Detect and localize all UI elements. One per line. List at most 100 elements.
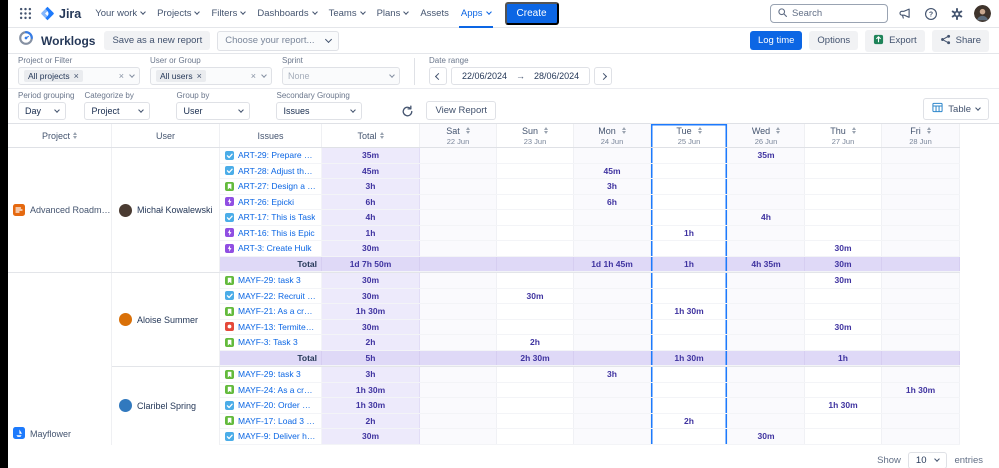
worklog-cell[interactable]: 30m [805, 273, 882, 288]
nav-item-your-work[interactable]: Your work [89, 0, 151, 28]
worklog-cell[interactable] [420, 148, 497, 163]
issue-link[interactable]: MAYF-21: As a crew me... [238, 306, 317, 316]
worklog-cell[interactable] [497, 367, 574, 382]
worklog-cell[interactable] [882, 210, 960, 225]
report-select[interactable]: Choose your report... [217, 31, 339, 51]
user-filter-select[interactable]: All users× × [150, 67, 272, 85]
nav-item-filters[interactable]: Filters [205, 0, 251, 28]
worklog-cell[interactable] [651, 179, 728, 194]
column-header-total[interactable]: Total [322, 124, 420, 147]
issue-link[interactable]: ART-17: This is Task [238, 212, 315, 222]
worklog-cell[interactable]: 1h [651, 257, 728, 272]
sort-icon[interactable] [544, 127, 548, 134]
export-button[interactable]: Export [865, 30, 924, 52]
worklog-cell[interactable] [497, 257, 574, 272]
project-cell[interactable]: Advanced Roadmaps ... [8, 148, 112, 272]
worklog-cell[interactable]: 1h [805, 351, 882, 366]
clear-icon[interactable]: × [251, 71, 258, 81]
worklog-cell[interactable] [728, 335, 805, 350]
worklog-cell[interactable]: 2h 30m [497, 351, 574, 366]
sort-icon[interactable] [852, 127, 856, 134]
view-mode-button[interactable]: Table [923, 98, 989, 120]
issue-link[interactable]: MAYF-29: task 3 [238, 275, 301, 285]
day-column-header[interactable]: Wed26 Jun [728, 124, 805, 147]
worklog-cell[interactable] [651, 398, 728, 413]
worklog-cell[interactable] [420, 367, 497, 382]
worklog-cell[interactable] [882, 226, 960, 241]
worklog-cell[interactable] [497, 398, 574, 413]
nav-item-projects[interactable]: Projects [151, 0, 205, 28]
worklog-cell[interactable] [882, 320, 960, 335]
worklog-cell[interactable] [497, 226, 574, 241]
worklog-cell[interactable]: 35m [728, 148, 805, 163]
worklog-cell[interactable] [497, 148, 574, 163]
share-button[interactable]: Share [932, 30, 989, 52]
worklog-cell[interactable]: 30m [805, 257, 882, 272]
worklog-cell[interactable] [651, 289, 728, 304]
sort-icon[interactable] [927, 127, 931, 134]
issue-link[interactable]: ART-26: Epicki [238, 197, 294, 207]
worklog-cell[interactable] [574, 398, 651, 413]
worklog-cell[interactable] [574, 383, 651, 398]
user-filter-chip[interactable]: All users× [156, 70, 206, 82]
sort-icon[interactable] [776, 127, 780, 134]
worklog-cell[interactable] [728, 195, 805, 210]
worklog-cell[interactable] [728, 304, 805, 319]
worklog-cell[interactable] [420, 429, 497, 444]
worklog-cell[interactable] [651, 320, 728, 335]
issue-link[interactable]: MAYF-3: Task 3 [238, 337, 298, 347]
worklog-cell[interactable] [882, 289, 960, 304]
worklog-cell[interactable] [882, 164, 960, 179]
issue-link[interactable]: ART-3: Create Hulk [238, 243, 312, 253]
worklog-cell[interactable] [420, 179, 497, 194]
user-cell[interactable]: Claribel Spring [112, 367, 220, 445]
issue-link[interactable]: MAYF-13: Termites on ... [238, 322, 317, 332]
issue-link[interactable]: ART-16: This is Epic [238, 228, 315, 238]
nav-item-assets[interactable]: Assets [414, 0, 455, 28]
user-cell[interactable]: Michał Kowalewski [112, 148, 220, 272]
date-range-field[interactable]: 22/06/2024 → 28/06/2024 [451, 67, 590, 85]
search-box[interactable] [770, 4, 888, 23]
create-button[interactable]: Create [505, 2, 559, 25]
issue-link[interactable]: MAYF-24: As a crew me... [238, 385, 317, 395]
worklog-cell[interactable] [805, 148, 882, 163]
worklog-cell[interactable] [574, 148, 651, 163]
worklog-cell[interactable]: 1d 1h 45m [574, 257, 651, 272]
worklog-cell[interactable] [728, 179, 805, 194]
worklog-cell[interactable]: 2h [497, 335, 574, 350]
worklog-cell[interactable] [805, 210, 882, 225]
worklog-cell[interactable] [882, 367, 960, 382]
worklog-cell[interactable] [805, 289, 882, 304]
save-report-button[interactable]: Save as a new report [104, 31, 210, 50]
app-switcher-icon[interactable] [14, 3, 36, 25]
worklog-cell[interactable] [420, 226, 497, 241]
worklog-cell[interactable] [882, 429, 960, 444]
worklog-cell[interactable] [728, 241, 805, 256]
worklog-cell[interactable] [728, 164, 805, 179]
worklog-cell[interactable] [805, 164, 882, 179]
clear-icon[interactable]: × [119, 71, 126, 81]
worklog-cell[interactable] [497, 429, 574, 444]
worklog-cell[interactable] [728, 398, 805, 413]
worklog-cell[interactable] [420, 210, 497, 225]
issue-link[interactable]: MAYF-29: task 3 [238, 369, 301, 379]
worklog-cell[interactable] [882, 414, 960, 429]
log-time-button[interactable]: Log time [750, 31, 802, 50]
help-icon[interactable]: ? [922, 5, 940, 23]
worklog-cell[interactable]: 1h 30m [805, 398, 882, 413]
worklog-cell[interactable] [497, 210, 574, 225]
issue-link[interactable]: ART-27: Design a story [238, 181, 317, 191]
worklog-cell[interactable] [882, 304, 960, 319]
worklog-cell[interactable] [805, 335, 882, 350]
page-size-select[interactable]: 10 [908, 452, 948, 468]
nav-item-plans[interactable]: Plans [371, 0, 415, 28]
jira-logo[interactable]: Jira [38, 6, 87, 21]
worklog-cell[interactable] [497, 179, 574, 194]
worklog-cell[interactable] [728, 320, 805, 335]
nav-item-teams[interactable]: Teams [323, 0, 371, 28]
issue-link[interactable]: MAYF-17: Load 3 barrel... [238, 416, 317, 426]
worklog-cell[interactable] [728, 273, 805, 288]
worklog-cell[interactable] [805, 429, 882, 444]
period-grouping-select[interactable]: Day [18, 102, 66, 120]
worklog-cell[interactable] [420, 304, 497, 319]
